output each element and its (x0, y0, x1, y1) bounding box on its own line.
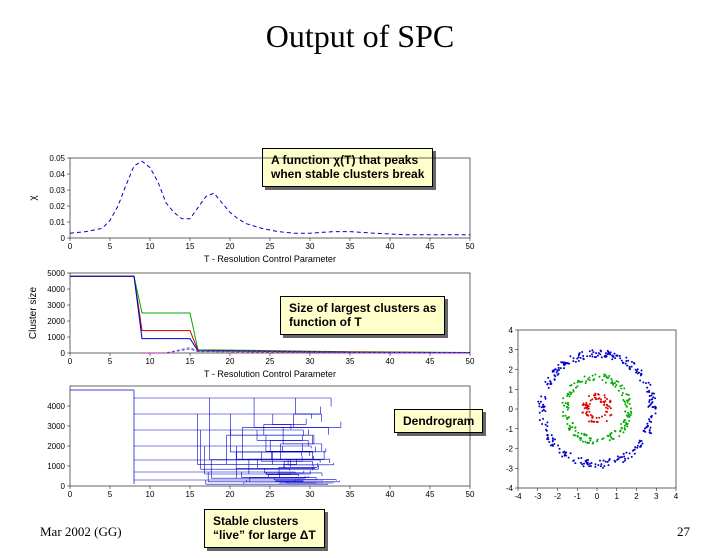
svg-text:35: 35 (346, 490, 355, 499)
svg-text:-2: -2 (506, 445, 514, 454)
svg-text:4000: 4000 (47, 285, 65, 294)
svg-text:15: 15 (186, 490, 195, 499)
svg-text:χ: χ (28, 195, 39, 201)
svg-text:-2: -2 (554, 492, 562, 501)
svg-text:0.01: 0.01 (49, 218, 65, 227)
svg-text:-1: -1 (574, 492, 582, 501)
svg-text:45: 45 (426, 242, 435, 251)
svg-text:5: 5 (108, 490, 113, 499)
svg-text:30: 30 (306, 357, 315, 366)
svg-text:35: 35 (346, 242, 355, 251)
svg-text:40: 40 (386, 357, 395, 366)
svg-text:10: 10 (146, 242, 155, 251)
charts-canvas: 0510152025303540455000.010.020.030.040.0… (0, 18, 720, 558)
svg-text:-4: -4 (514, 492, 522, 501)
svg-text:15: 15 (186, 242, 195, 251)
svg-text:1: 1 (615, 492, 620, 501)
svg-text:-4: -4 (506, 484, 514, 493)
svg-text:40: 40 (386, 490, 395, 499)
svg-text:0.04: 0.04 (49, 170, 65, 179)
svg-text:20: 20 (226, 357, 235, 366)
svg-text:-3: -3 (506, 464, 514, 473)
svg-text:4000: 4000 (47, 402, 65, 411)
svg-text:1000: 1000 (47, 333, 65, 342)
svg-text:0: 0 (61, 349, 66, 358)
svg-text:50: 50 (466, 357, 475, 366)
svg-text:20: 20 (226, 490, 235, 499)
svg-text:2000: 2000 (47, 317, 65, 326)
svg-text:40: 40 (386, 242, 395, 251)
svg-text:30: 30 (306, 242, 315, 251)
svg-text:3000: 3000 (47, 301, 65, 310)
svg-text:10: 10 (146, 490, 155, 499)
svg-text:0: 0 (68, 242, 73, 251)
svg-text:5000: 5000 (47, 269, 65, 278)
svg-text:3: 3 (509, 346, 514, 355)
svg-text:1000: 1000 (47, 462, 65, 471)
svg-text:45: 45 (426, 357, 435, 366)
svg-text:2000: 2000 (47, 442, 65, 451)
svg-text:T - Resolution Control Paramet: T - Resolution Control Parameter (204, 369, 336, 379)
svg-text:0: 0 (595, 492, 600, 501)
svg-text:0: 0 (61, 234, 66, 243)
svg-text:0: 0 (509, 405, 514, 414)
svg-text:20: 20 (226, 242, 235, 251)
svg-text:2: 2 (509, 366, 514, 375)
svg-text:T - Resolution Control Paramet: T - Resolution Control Parameter (204, 254, 336, 264)
svg-text:3: 3 (654, 492, 659, 501)
svg-text:30: 30 (306, 490, 315, 499)
svg-text:25: 25 (266, 242, 275, 251)
svg-text:50: 50 (466, 242, 475, 251)
svg-text:5: 5 (108, 242, 113, 251)
svg-text:45: 45 (426, 490, 435, 499)
svg-text:4: 4 (509, 326, 514, 335)
svg-text:35: 35 (346, 357, 355, 366)
svg-text:0: 0 (68, 490, 73, 499)
svg-text:0.03: 0.03 (49, 186, 65, 195)
svg-text:50: 50 (466, 490, 475, 499)
svg-text:4: 4 (674, 492, 679, 501)
svg-text:25: 25 (266, 357, 275, 366)
svg-text:0.02: 0.02 (49, 202, 65, 211)
svg-text:0: 0 (68, 357, 73, 366)
svg-text:10: 10 (146, 357, 155, 366)
svg-text:-1: -1 (506, 425, 514, 434)
svg-text:3000: 3000 (47, 422, 65, 431)
svg-text:2: 2 (634, 492, 639, 501)
svg-text:15: 15 (186, 357, 195, 366)
svg-text:5: 5 (108, 357, 113, 366)
svg-text:-3: -3 (534, 492, 542, 501)
svg-text:1: 1 (509, 385, 514, 394)
svg-text:Cluster size: Cluster size (28, 286, 39, 339)
svg-text:0: 0 (61, 482, 66, 491)
svg-text:0.05: 0.05 (49, 154, 65, 163)
svg-text:25: 25 (266, 490, 275, 499)
